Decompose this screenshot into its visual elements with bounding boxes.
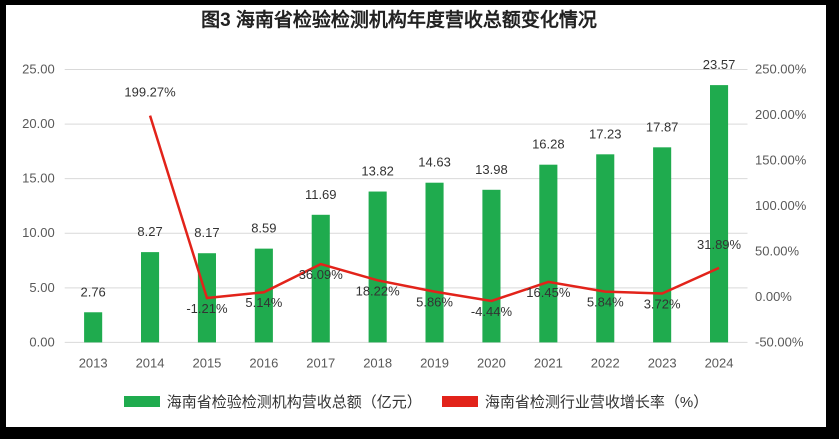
svg-text:13.82: 13.82 [361, 164, 394, 179]
svg-text:0.00: 0.00 [29, 334, 54, 349]
svg-text:8.59: 8.59 [251, 221, 276, 236]
svg-text:-1.21%: -1.21% [186, 301, 228, 316]
svg-text:8.27: 8.27 [137, 224, 162, 239]
svg-text:23.57: 23.57 [703, 57, 736, 72]
svg-text:2017: 2017 [306, 355, 335, 370]
svg-text:2020: 2020 [477, 355, 506, 370]
svg-text:5.00: 5.00 [29, 280, 54, 295]
svg-text:-4.44%: -4.44% [471, 304, 513, 319]
svg-text:15.00: 15.00 [22, 171, 55, 186]
svg-text:2014: 2014 [136, 355, 165, 370]
svg-text:5.84%: 5.84% [587, 295, 624, 310]
svg-text:17.23: 17.23 [589, 126, 622, 141]
svg-text:2024: 2024 [705, 355, 734, 370]
svg-text:31.89%: 31.89% [697, 237, 742, 252]
svg-text:20.00: 20.00 [22, 116, 55, 131]
svg-text:3.72%: 3.72% [644, 297, 681, 312]
svg-text:11.69: 11.69 [305, 187, 337, 202]
svg-text:5.14%: 5.14% [245, 295, 282, 310]
svg-text:16.45%: 16.45% [526, 285, 571, 300]
svg-text:2023: 2023 [648, 355, 677, 370]
svg-text:2019: 2019 [420, 355, 449, 370]
svg-text:16.28: 16.28 [532, 137, 565, 152]
svg-text:36.09%: 36.09% [299, 267, 344, 282]
svg-text:50.00%: 50.00% [755, 243, 800, 258]
svg-text:18.22%: 18.22% [356, 283, 401, 298]
svg-text:14.63: 14.63 [418, 155, 451, 170]
svg-text:2013: 2013 [79, 355, 108, 370]
svg-text:25.00: 25.00 [22, 62, 55, 77]
svg-text:2.76: 2.76 [80, 284, 105, 299]
svg-text:250.00%: 250.00% [755, 62, 807, 77]
svg-text:2016: 2016 [249, 355, 278, 370]
svg-text:10.00: 10.00 [22, 225, 55, 240]
svg-text:5.86%: 5.86% [416, 295, 453, 310]
svg-text:2018: 2018 [363, 355, 392, 370]
svg-text:13.98: 13.98 [475, 162, 508, 177]
svg-text:100.00%: 100.00% [755, 198, 807, 213]
svg-text:0.00%: 0.00% [755, 289, 792, 304]
svg-text:200.00%: 200.00% [755, 107, 807, 122]
svg-text:17.87: 17.87 [646, 119, 679, 134]
svg-text:图3 海南省检验检测机构年度营收总额变化情况: 图3 海南省检验检测机构年度营收总额变化情况 [201, 8, 597, 31]
svg-text:150.00%: 150.00% [755, 152, 807, 167]
svg-text:2022: 2022 [591, 355, 620, 370]
svg-text:2015: 2015 [192, 355, 221, 370]
svg-text:199.27%: 199.27% [124, 85, 176, 100]
svg-text:2021: 2021 [534, 355, 563, 370]
svg-text:8.17: 8.17 [194, 225, 219, 240]
svg-text:-50.00%: -50.00% [755, 334, 804, 349]
